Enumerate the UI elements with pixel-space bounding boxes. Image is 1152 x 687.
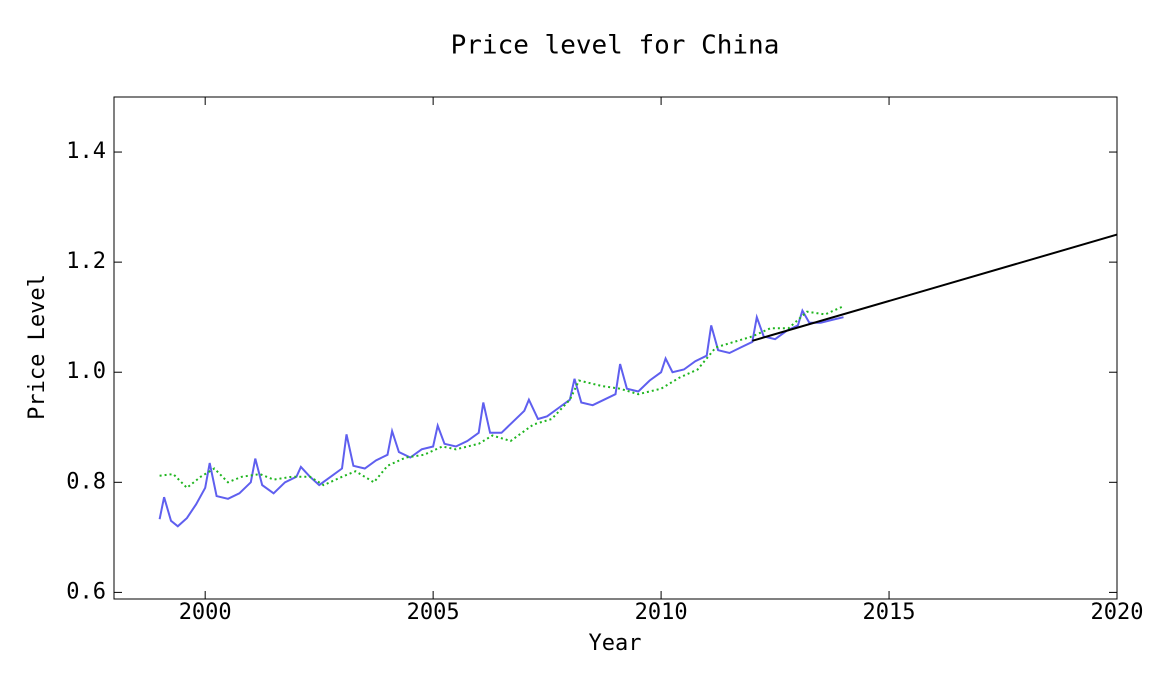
chart-title: Price level for China	[451, 31, 780, 61]
series-line	[752, 233, 1118, 342]
y-tick-label: 1.4	[66, 139, 106, 164]
series-line	[158, 308, 844, 528]
x-axis-label: Year	[589, 631, 642, 656]
x-tick-label: 2000	[179, 600, 232, 625]
x-tick-label: 2015	[863, 600, 916, 625]
x-tick-label: 2005	[407, 600, 460, 625]
x-tick-label: 2010	[635, 600, 688, 625]
x-tick-label: 2020	[1091, 600, 1144, 625]
series-line	[159, 305, 844, 490]
y-tick-label: 0.6	[66, 579, 106, 604]
y-tick-label: 1.2	[66, 249, 106, 274]
y-axis-label: Price Level	[25, 274, 50, 420]
y-tick-label: 0.8	[66, 469, 106, 494]
plot-frame	[113, 96, 1118, 600]
y-tick-label: 1.0	[66, 359, 106, 384]
